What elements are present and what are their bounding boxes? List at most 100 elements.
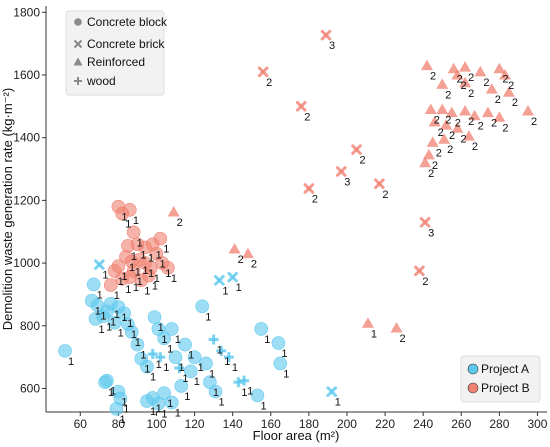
x-ticks: 60 80 100 120 140 160 180 200 220 240 260 280 300 xyxy=(74,412,548,431)
project-a-circle-point xyxy=(195,299,210,314)
data-label: 1 xyxy=(114,290,120,302)
data-label: 2 xyxy=(434,114,440,126)
data-label: 1 xyxy=(129,262,135,274)
project-a-circle-point xyxy=(199,356,213,371)
legend-wood-icon xyxy=(74,77,82,85)
y-tick-label: 1000 xyxy=(13,256,40,270)
data-label: 2 xyxy=(251,259,257,271)
data-label: 2 xyxy=(460,133,466,145)
data-label: 1 xyxy=(236,282,242,294)
project-b-triangle-point xyxy=(428,116,441,127)
project-b-x-point xyxy=(257,66,269,78)
x-tick-label: 80 xyxy=(112,417,126,431)
project-a-circle-point xyxy=(164,395,179,410)
x-tick-label: 160 xyxy=(261,417,281,431)
data-label: 2 xyxy=(449,130,455,142)
project-b-triangle-point xyxy=(445,106,458,118)
project-a-plus-point xyxy=(239,375,250,386)
data-label: 2 xyxy=(436,147,442,159)
data-label: 1 xyxy=(95,306,101,318)
project-a-circle-point xyxy=(183,364,198,379)
data-label: 1 xyxy=(159,259,165,271)
data-label: 2 xyxy=(400,333,406,345)
data-label: 1 xyxy=(260,400,266,412)
data-label: 2 xyxy=(472,141,478,153)
legend-reinforced-label: Reinforced xyxy=(87,55,145,69)
data-label: 1 xyxy=(165,268,171,280)
data-label: 2 xyxy=(468,88,474,100)
project-b-triangle-point xyxy=(474,65,487,77)
data-label: 1 xyxy=(154,273,160,285)
data-points xyxy=(58,29,534,416)
project-b-circle-point xyxy=(153,231,168,246)
data-label: 2 xyxy=(266,77,272,89)
data-label: 2 xyxy=(177,217,183,229)
data-label: 1 xyxy=(167,398,173,410)
project-b-triangle-point xyxy=(390,321,403,333)
data-label: 1 xyxy=(140,249,146,261)
data-label: 1 xyxy=(194,376,200,388)
project-a-circle-point xyxy=(151,396,166,411)
project-a-circle-point xyxy=(208,384,223,399)
project-a-circle-point xyxy=(124,325,139,339)
x-tick-label: 120 xyxy=(185,417,205,431)
data-label: 1 xyxy=(158,322,164,334)
data-label: 1 xyxy=(125,284,131,296)
project-a-circle-point xyxy=(271,336,286,350)
legend-project-a-swatch xyxy=(467,363,479,375)
legend-concrete-block-label: Concrete block xyxy=(87,15,168,29)
data-label: 2 xyxy=(432,160,438,172)
data-label: 2 xyxy=(495,94,501,106)
project-b-triangle-point xyxy=(422,148,435,160)
project-a-circle-point xyxy=(58,344,72,358)
project-a-plus-point xyxy=(233,377,244,388)
data-label: 2 xyxy=(468,116,474,128)
project-b-triangle-point xyxy=(493,62,506,74)
data-label: 1 xyxy=(213,387,219,399)
project-a-circle-point xyxy=(164,322,179,336)
project-b-triangle-point xyxy=(502,86,515,97)
project-b-triangle-point xyxy=(241,247,254,259)
project-a-circle-point xyxy=(98,375,112,390)
legend-concrete-brick-icon xyxy=(73,39,83,49)
legend-reinforced-icon xyxy=(73,57,83,66)
project-b-triangle-point xyxy=(419,156,432,168)
data-label: 1 xyxy=(171,273,177,285)
data-label: 1 xyxy=(121,212,127,224)
data-label: 2 xyxy=(312,193,318,205)
data-label: 1 xyxy=(144,285,150,297)
x-tick-label: 240 xyxy=(413,417,433,431)
project-a-circle-point xyxy=(250,388,265,403)
data-label: 2 xyxy=(478,121,484,133)
data-label: 1 xyxy=(137,237,143,249)
data-label: 1 xyxy=(121,312,127,324)
project-a-x-point xyxy=(214,275,225,286)
data-label: 1 xyxy=(241,387,247,399)
data-label: 1 xyxy=(108,387,114,399)
project-b-x-point xyxy=(295,101,307,112)
data-label: 2 xyxy=(512,97,518,109)
project-b-triangle-point xyxy=(420,59,433,71)
project-a-circle-point xyxy=(187,350,202,364)
data-label: 2 xyxy=(430,71,436,83)
data-label: 1 xyxy=(156,359,162,371)
x-tick-label: 280 xyxy=(489,417,509,431)
data-label: 2 xyxy=(455,118,461,130)
data-label: 2 xyxy=(238,254,244,266)
data-label: 2 xyxy=(508,80,514,92)
project-a-circle-point xyxy=(86,277,101,292)
project-a-circle-point xyxy=(157,331,171,346)
project-a-plus-point xyxy=(208,334,219,345)
data-label: 1 xyxy=(121,271,127,283)
data-label: 1 xyxy=(100,310,106,322)
data-label: 2 xyxy=(304,111,310,123)
data-label: 2 xyxy=(468,72,474,84)
project-b-triangle-point xyxy=(481,106,494,118)
project-b-triangle-point xyxy=(426,136,439,147)
y-tick-label: 1200 xyxy=(13,193,40,207)
data-label: 1 xyxy=(68,356,74,368)
legend-wood-label: wood xyxy=(86,74,116,88)
legend-markers: Concrete block Concrete brick Reinforced… xyxy=(65,10,168,96)
data-label: 2 xyxy=(438,127,444,139)
project-b-circle-point xyxy=(123,202,137,217)
